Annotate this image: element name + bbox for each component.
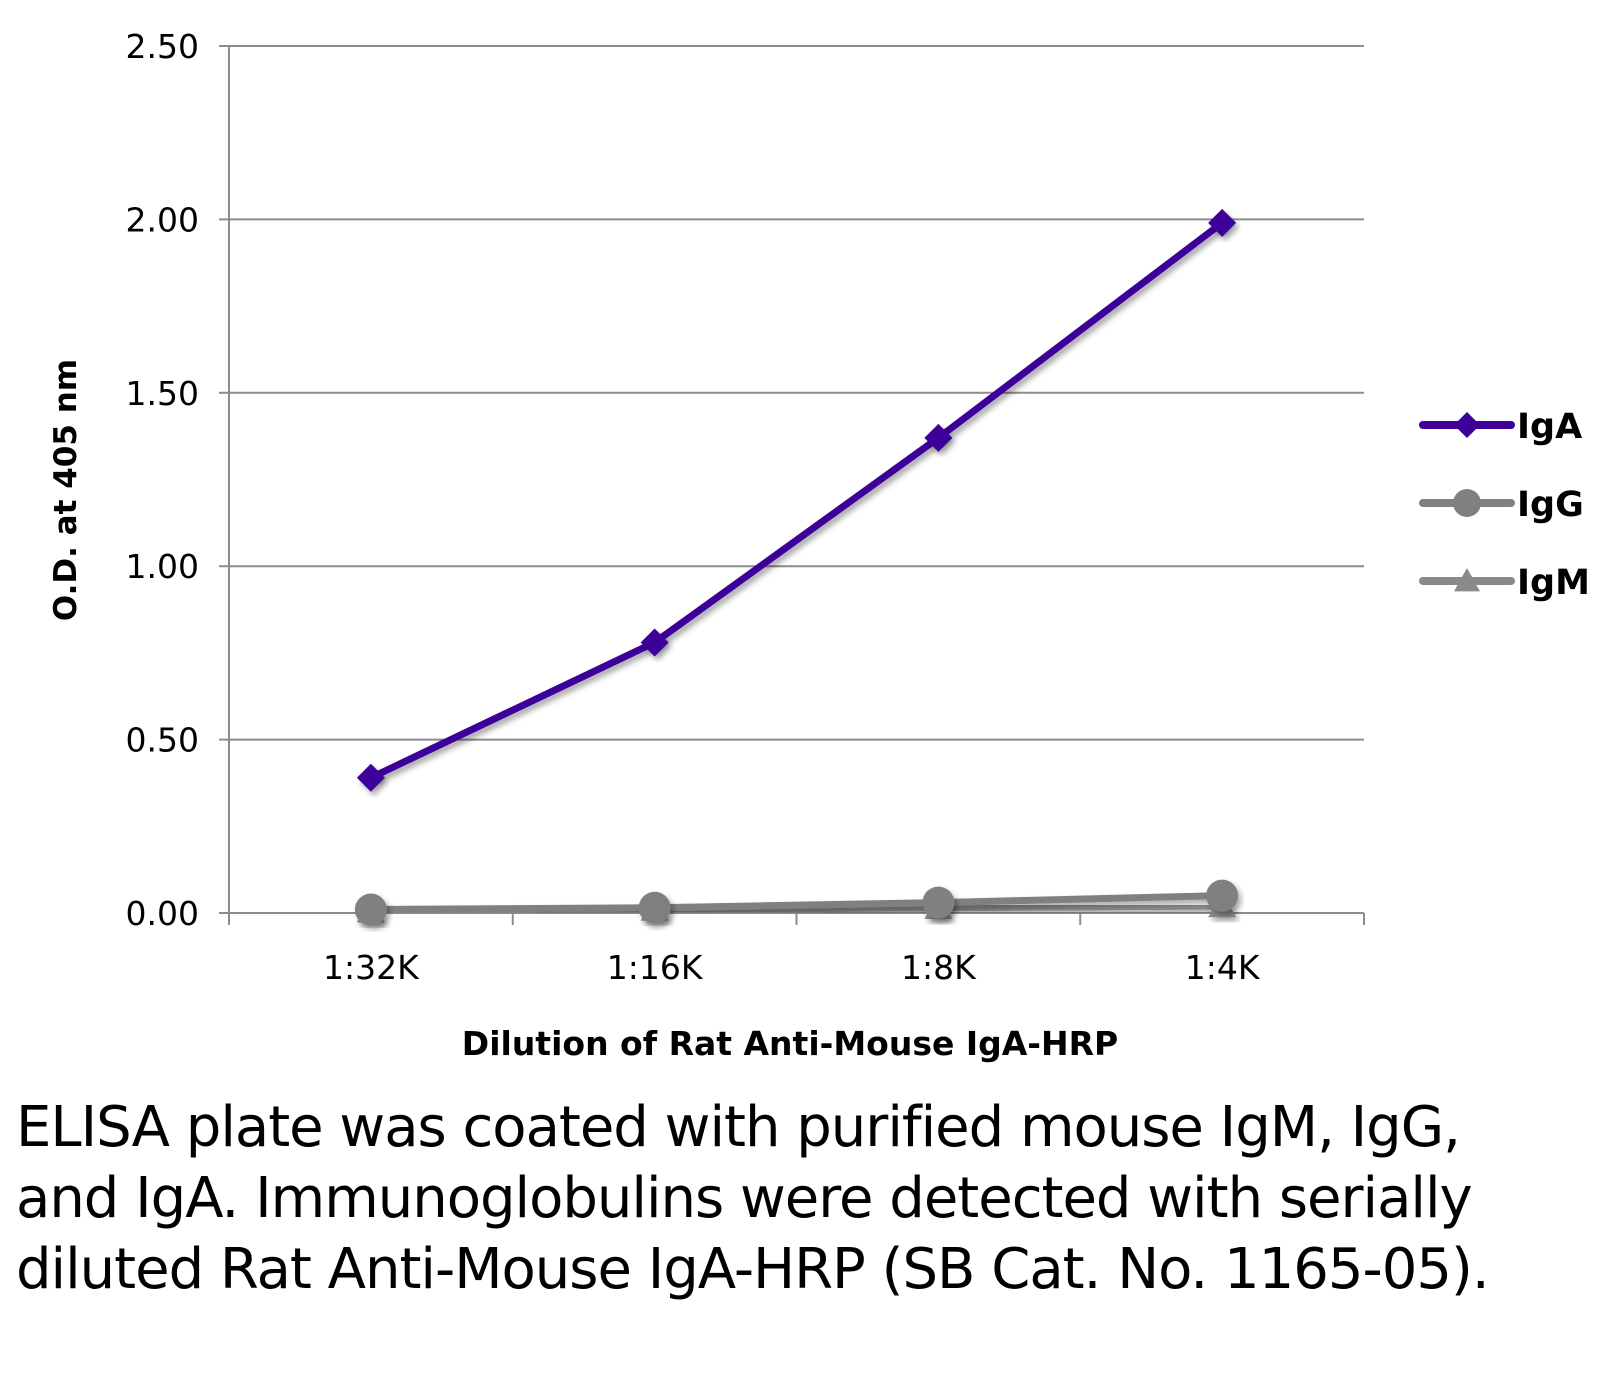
y-axis-label: O.D. at 405 nm	[48, 359, 84, 621]
x-axis-label: Dilution of Rat Anti-Mouse IgA-HRP	[462, 1024, 1118, 1063]
data-point-IgG	[1206, 879, 1239, 912]
y-tick-label: 2.50	[126, 27, 199, 66]
x-tick-label: 1:16K	[607, 948, 704, 987]
data-point-IgA	[640, 628, 669, 657]
data-point-IgG	[354, 893, 387, 926]
data-point-IgG	[922, 886, 955, 919]
y-tick-label: 1.00	[126, 547, 199, 586]
legend-label: IgA	[1517, 407, 1582, 447]
y-tick-label: 0.50	[126, 721, 199, 760]
data-point-IgA	[356, 763, 385, 792]
x-tick-label: 1:4K	[1185, 948, 1261, 987]
legend-label: IgM	[1517, 563, 1590, 603]
series-line-IgG	[370, 892, 1223, 914]
legend-marker-IgA	[1454, 412, 1480, 438]
data-point-IgG	[638, 891, 671, 924]
legend-marker-IgG	[1453, 489, 1481, 517]
series-line-IgA	[369, 220, 1225, 781]
y-tick-label: 0.00	[126, 894, 199, 933]
y-tick-label: 1.50	[126, 374, 199, 413]
legend-marker-IgM	[1454, 568, 1480, 592]
legend-label: IgG	[1517, 485, 1584, 525]
data-point-IgA	[1208, 208, 1237, 237]
figure-caption: ELISA plate was coated with purified mou…	[16, 1095, 1490, 1302]
x-tick-label: 1:32K	[323, 948, 420, 987]
y-tick-label: 2.00	[126, 200, 199, 239]
line-chart: 0.00 0.50 1.00 1.50 2.00 2.50 1:32K 1:16K 1:8K 1:…	[48, 27, 1590, 1063]
data-point-IgA	[924, 423, 953, 452]
x-tick-label: 1:8K	[901, 948, 977, 987]
